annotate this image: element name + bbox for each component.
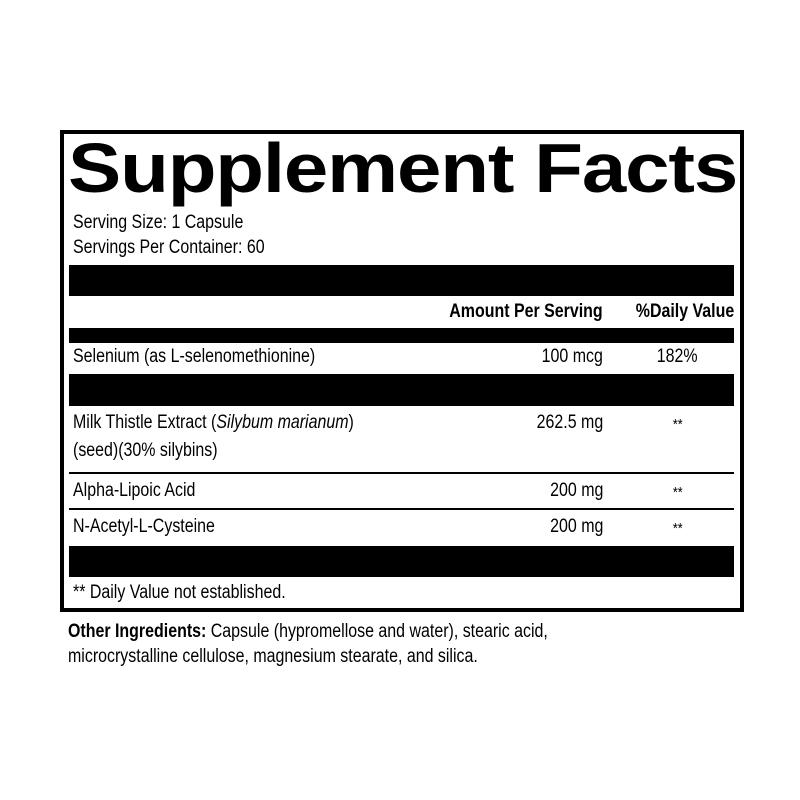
serving-size: Serving Size: 1 Capsule bbox=[73, 212, 244, 233]
row-name-text: Milk Thistle Extract ( bbox=[73, 412, 217, 433]
latin-name: Silybum marianum bbox=[216, 412, 349, 433]
thick-divider bbox=[69, 265, 734, 296]
row-dv: ** bbox=[673, 484, 683, 501]
thin-divider bbox=[69, 508, 734, 510]
row-amount: 200 mg bbox=[549, 516, 603, 537]
row-amount: 200 mg bbox=[549, 480, 603, 501]
row-name: Alpha-Lipoic Acid bbox=[73, 480, 196, 501]
row-name: N-Acetyl-L-Cysteine bbox=[73, 516, 215, 537]
amount-header: Amount Per Serving bbox=[449, 301, 603, 322]
supplement-facts-panel bbox=[60, 130, 744, 612]
medium-divider bbox=[69, 328, 734, 343]
servings-per-container: Servings Per Container: 60 bbox=[73, 237, 265, 258]
other-ingredients-label: Other Ingredients: bbox=[68, 621, 207, 642]
row-dv: ** bbox=[673, 520, 683, 537]
other-ingredients-text: Capsule (hypromellose and water), steari… bbox=[206, 621, 548, 642]
panel-title: Supplement Facts bbox=[68, 129, 738, 207]
row-name: Selenium (as L-selenomethionine) bbox=[73, 346, 316, 367]
thick-divider bbox=[69, 374, 734, 406]
other-ingredients-line2: microcrystalline cellulose, magnesium st… bbox=[68, 646, 478, 667]
row-name-line2: (seed)(30% silybins) bbox=[73, 440, 218, 461]
row-dv: 182% bbox=[657, 346, 698, 367]
thin-divider bbox=[69, 472, 734, 474]
other-ingredients: Other Ingredients: Capsule (hypromellose… bbox=[68, 621, 548, 643]
dv-header: %Daily Value bbox=[635, 301, 734, 322]
row-dv: ** bbox=[673, 416, 683, 433]
row-name: Milk Thistle Extract (Silybum marianum) bbox=[73, 412, 354, 434]
row-amount: 100 mcg bbox=[541, 346, 603, 367]
row-amount: 262.5 mg bbox=[536, 412, 603, 433]
row-name-text: ) bbox=[348, 412, 354, 433]
footnote: ** Daily Value not established. bbox=[73, 582, 286, 603]
thick-divider bbox=[69, 546, 734, 577]
